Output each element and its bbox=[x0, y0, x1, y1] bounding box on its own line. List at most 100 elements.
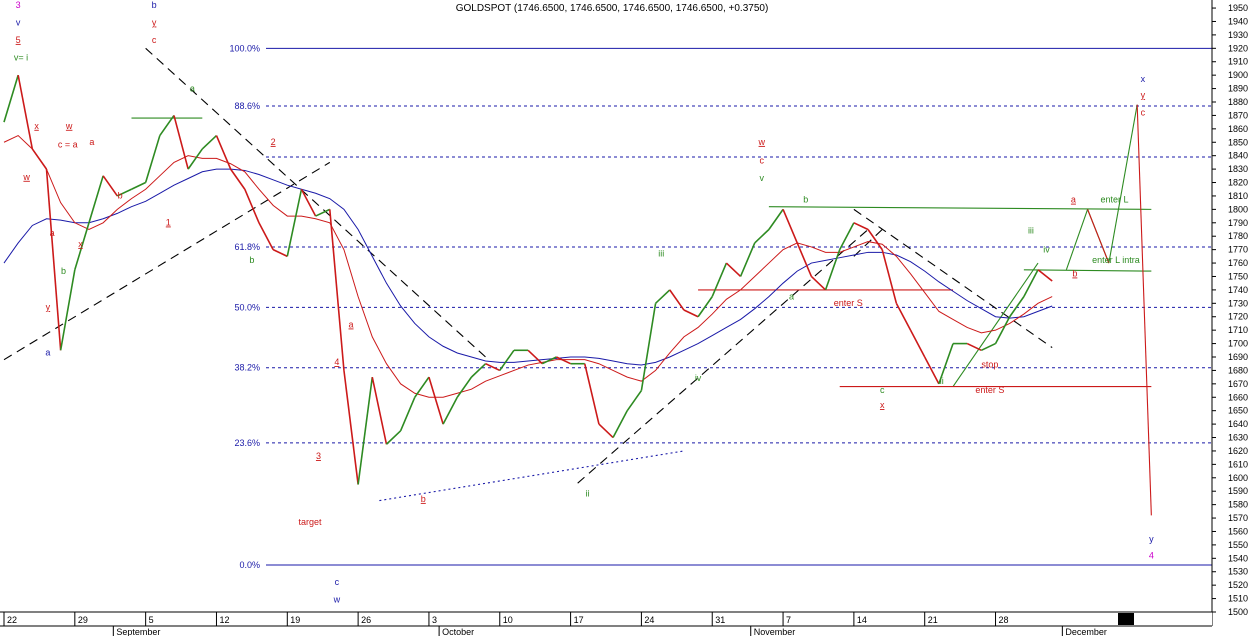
wave-label: b bbox=[249, 255, 254, 265]
y-tick-label: 1710 bbox=[1228, 325, 1248, 335]
x-tick-label: 29 bbox=[78, 615, 88, 625]
y-tick-label: 1670 bbox=[1228, 379, 1248, 389]
price-segment bbox=[923, 356, 940, 385]
y-tick-label: 1530 bbox=[1228, 567, 1248, 577]
y-tick-label: 1750 bbox=[1228, 271, 1248, 281]
y-tick-label: 1640 bbox=[1228, 419, 1248, 429]
plot-background bbox=[0, 0, 1212, 626]
price-segment bbox=[187, 148, 203, 170]
x-axis-panel bbox=[0, 612, 1212, 636]
x-tick-label: 26 bbox=[361, 615, 371, 625]
x-tick-label: 7 bbox=[786, 615, 791, 625]
price-segment bbox=[853, 222, 869, 231]
wave-label: 3 bbox=[16, 0, 21, 10]
wave-label: 3 bbox=[316, 451, 321, 461]
x-tick-label: 21 bbox=[928, 615, 938, 625]
wave-label: enter S bbox=[975, 385, 1004, 395]
price-segment bbox=[428, 376, 444, 425]
wave-label: v bbox=[760, 173, 765, 183]
price-segment bbox=[45, 169, 62, 351]
wave-label: y bbox=[1149, 534, 1154, 544]
x-tick-label: 3 bbox=[432, 615, 437, 625]
wave-label: v= i bbox=[14, 52, 28, 62]
y-tick-label: 1900 bbox=[1228, 70, 1248, 80]
y-tick-label: 1930 bbox=[1228, 30, 1248, 40]
y-tick-label: 1880 bbox=[1228, 97, 1248, 107]
price-segment bbox=[244, 188, 260, 224]
wave-label: y bbox=[1141, 90, 1146, 100]
y-tick-label: 1890 bbox=[1228, 84, 1248, 94]
y-tick-label: 1800 bbox=[1228, 204, 1248, 214]
y-tick-label: 1830 bbox=[1228, 164, 1248, 174]
trendline bbox=[1023, 269, 1152, 272]
wave-label: x bbox=[34, 121, 39, 131]
y-tick-label: 1620 bbox=[1228, 446, 1248, 456]
fib-level-label: 100.0% bbox=[229, 43, 260, 53]
x-tick-label: 22 bbox=[7, 615, 17, 625]
wave-label: enter S bbox=[834, 298, 863, 308]
price-segment bbox=[399, 396, 416, 432]
wave-label: b bbox=[1072, 268, 1077, 278]
chart-title: GOLDSPOT (1746.6500, 1746.6500, 1746.650… bbox=[456, 3, 769, 14]
x-tick-label: 12 bbox=[219, 615, 229, 625]
price-segment bbox=[31, 148, 48, 170]
price-segment bbox=[612, 410, 628, 438]
y-tick-label: 1690 bbox=[1228, 352, 1248, 362]
fib-levels: 100.0% 88.6% 61.8% 50.0% 38.2% 23.6% 0.0% bbox=[229, 43, 1212, 570]
price-segment bbox=[17, 75, 34, 150]
price-segment bbox=[895, 302, 912, 331]
wave-label: c bbox=[335, 577, 340, 587]
fib-level-label: 23.6% bbox=[234, 438, 260, 448]
price-segment bbox=[697, 296, 713, 318]
wave-label: a bbox=[190, 83, 195, 93]
price-segment bbox=[669, 289, 685, 311]
wave-label: w bbox=[758, 137, 766, 147]
fib-level-label: 38.2% bbox=[234, 363, 260, 373]
price-segment bbox=[867, 229, 883, 251]
wave-label: a bbox=[349, 319, 354, 329]
wave-label: stop bbox=[981, 360, 998, 370]
wave-label: 1 bbox=[166, 217, 171, 227]
price-segment bbox=[796, 242, 813, 277]
x-axis: 22 29 5 12 19 26 3 10 17 24 31 7 14 21 28 September Octo… bbox=[0, 611, 1212, 636]
price-segment bbox=[328, 209, 345, 371]
wave-label: c bbox=[152, 35, 157, 45]
trendline bbox=[379, 450, 684, 502]
price-segment bbox=[556, 356, 571, 365]
y-tick-label: 1820 bbox=[1228, 178, 1248, 188]
y-tick-label: 1660 bbox=[1228, 392, 1248, 402]
wave-label: enter L intra bbox=[1092, 255, 1140, 265]
price-segment bbox=[711, 262, 728, 297]
price-segment bbox=[598, 423, 614, 439]
y-tick-label: 1630 bbox=[1228, 433, 1248, 443]
wave-label: b bbox=[118, 191, 123, 201]
x-tick-label: 14 bbox=[857, 615, 867, 625]
fib-level-label: 0.0% bbox=[239, 560, 260, 570]
price-segment bbox=[229, 168, 246, 190]
wave-label: x bbox=[78, 239, 83, 249]
price-segment bbox=[88, 175, 104, 224]
x-tick-label: 5 bbox=[149, 615, 154, 625]
y-tick-label: 1600 bbox=[1228, 473, 1248, 483]
y-tick-label: 1850 bbox=[1228, 137, 1248, 147]
y-tick-label: 1910 bbox=[1228, 57, 1248, 67]
wave-label: c = a bbox=[58, 140, 78, 150]
y-tick-label: 1610 bbox=[1228, 459, 1248, 469]
price-segment bbox=[173, 115, 189, 170]
y-tick-label: 1870 bbox=[1228, 110, 1248, 120]
y-tick-label: 1680 bbox=[1228, 365, 1248, 375]
wave-label: w bbox=[65, 121, 73, 131]
price-segment bbox=[343, 370, 359, 485]
price-segment bbox=[810, 275, 827, 291]
month-label: December bbox=[1065, 627, 1107, 636]
price-segment bbox=[981, 342, 996, 352]
y-tick-label: 1560 bbox=[1228, 526, 1248, 536]
y-tick-label: 1720 bbox=[1228, 312, 1248, 322]
price-segment bbox=[541, 356, 557, 365]
price-segment bbox=[131, 181, 146, 190]
wave-label: 5 bbox=[16, 35, 21, 45]
trendline bbox=[1065, 209, 1089, 270]
fib-level-label: 61.8% bbox=[234, 242, 260, 252]
price-segment bbox=[201, 134, 218, 150]
